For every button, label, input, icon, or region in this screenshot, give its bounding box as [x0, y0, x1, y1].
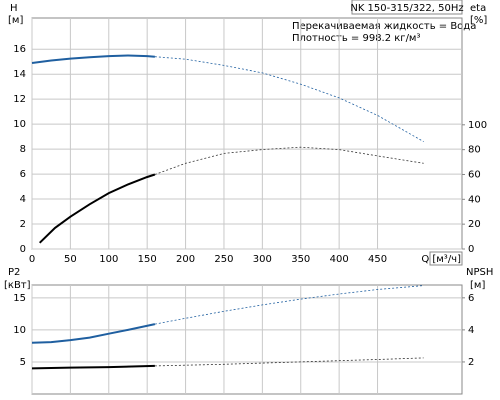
y-tick-label: 0 [20, 244, 26, 255]
y2-tick-label: 100 [468, 120, 487, 131]
y2-axis-unit: [%] [470, 15, 487, 26]
x-tick-label: 0 [29, 254, 35, 265]
y-tick-label: 16 [13, 44, 26, 55]
curve [39, 173, 156, 244]
y2-tick-label: 80 [468, 145, 481, 156]
curve [31, 323, 156, 344]
x-tick-label: 100 [99, 254, 118, 265]
plot-frame [31, 17, 463, 250]
x-tick-label: 350 [291, 254, 310, 265]
x-tick-label: 300 [253, 254, 272, 265]
y-tick-label: 12 [13, 94, 26, 105]
y2-tick-label: 0 [468, 244, 474, 255]
x-tick-label: 50 [64, 254, 77, 265]
y2-axis-label: NPSH [466, 267, 493, 278]
y-tick-label: 5 [20, 357, 26, 368]
y2-tick-label: 20 [468, 219, 481, 230]
x-tick-label: 450 [368, 254, 387, 265]
annotation: Плотность = 998.2 кг/м³ [292, 33, 421, 44]
curve [31, 54, 155, 64]
y2-tick-label: 6 [468, 293, 474, 304]
y2-tick-label: 4 [468, 325, 474, 336]
y-axis-unit: [кВт] [4, 280, 31, 291]
y-tick-label: 6 [20, 169, 26, 180]
x-label-box [429, 251, 463, 266]
plot-frame [31, 284, 463, 395]
x-axis-label: Q [м³/ч] [421, 254, 461, 265]
y-tick-label: 14 [13, 69, 26, 80]
curve [154, 56, 424, 142]
y2-tick-label: 2 [468, 357, 474, 368]
curve [31, 364, 155, 370]
y-axis-label: H [10, 3, 18, 14]
curve [154, 146, 424, 175]
chart-title: NK 150-315/322, 50Hz [350, 3, 463, 14]
y-tick-label: 15 [13, 293, 26, 304]
y-axis-unit: [м] [8, 15, 23, 26]
y-axis-label: P2 [8, 267, 20, 278]
x-tick-label: 150 [138, 254, 157, 265]
y2-tick-label: 60 [468, 169, 481, 180]
x-tick-label: 400 [330, 254, 349, 265]
annotation: Перекачиваемая жидкость = Вода [292, 21, 476, 32]
y2-axis-label: eta [470, 3, 486, 14]
y-tick-label: 2 [20, 219, 26, 230]
y-tick-label: 10 [13, 119, 26, 130]
x-tick-label: 200 [176, 254, 195, 265]
y-tick-label: 4 [20, 194, 26, 205]
y-tick-label: 10 [13, 325, 26, 336]
y-tick-label: 8 [20, 144, 26, 155]
x-tick-label: 250 [214, 254, 233, 265]
curve [154, 357, 424, 367]
title-box [351, 0, 463, 15]
curve [154, 285, 424, 325]
y2-axis-unit: [м] [470, 280, 485, 291]
y2-tick-label: 40 [468, 194, 481, 205]
